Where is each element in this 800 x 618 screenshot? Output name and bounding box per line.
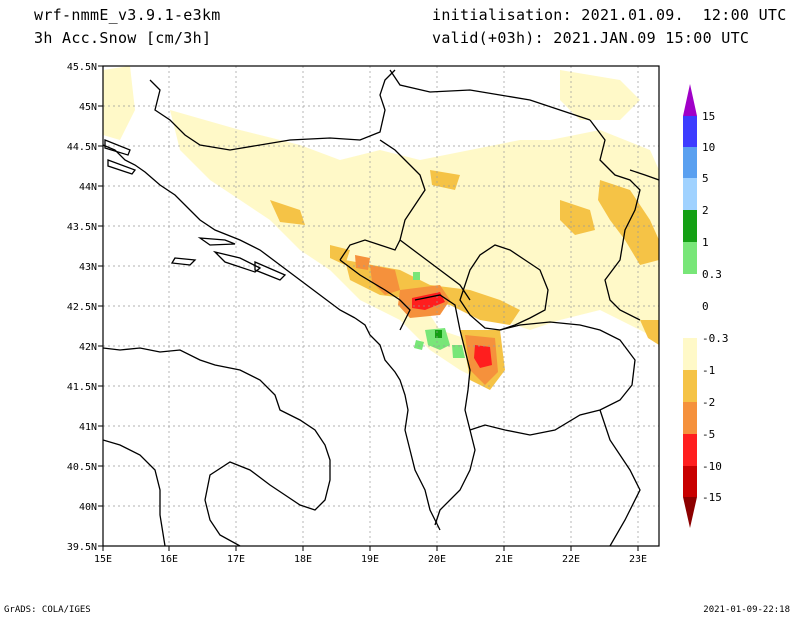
lat-label: 44N [79, 182, 97, 193]
lon-label: 22E [562, 554, 580, 565]
lat-label: 42N [79, 342, 97, 353]
color-legend [683, 84, 697, 528]
lat-label: 39.5N [67, 542, 97, 553]
credit-label: GrADS: COLA/IGES [4, 605, 91, 615]
legend-label: 0 [702, 300, 709, 313]
legend-swatch [683, 370, 697, 402]
lon-label: 18E [294, 554, 312, 565]
legend-label: 1 [702, 236, 709, 249]
valid-time: valid(+03h): 2021.JAN.09 15:00 UTC [432, 29, 750, 47]
field-name: 3h Acc.Snow [cm/3h] [34, 29, 212, 47]
legend-label: -0.3 [702, 332, 729, 345]
legend-label: 0.3 [702, 268, 722, 281]
legend-label: 2 [702, 204, 709, 217]
legend-swatch [683, 178, 697, 210]
lon-label: 23E [629, 554, 647, 565]
legend-cap-top [683, 84, 697, 116]
lat-label: 45N [79, 102, 97, 113]
legend-labels: 15 10 5 2 1 0.3 0 -0.3 -1 -2 -5 -10 -15 [702, 110, 729, 504]
lon-label: 21E [495, 554, 513, 565]
init-time: initialisation: 2021.01.09. 12:00 UTC [432, 6, 787, 24]
legend-swatch [683, 147, 697, 178]
lat-label: 43.5N [67, 222, 97, 233]
lat-label: 45.5N [67, 62, 97, 73]
lon-labels: 15E 16E 17E 18E 19E 20E 21E 22E 23E [94, 554, 647, 565]
legend-label: -5 [702, 428, 715, 441]
legend-label: -1 [702, 364, 715, 377]
legend-label: -10 [702, 460, 722, 473]
lat-labels: 45.5N 45N 44.5N 44N 43.5N 43N 42.5N 42N … [67, 62, 97, 553]
legend-swatch [683, 402, 697, 434]
lon-label: 15E [94, 554, 112, 565]
legend-swatch [683, 466, 697, 497]
lat-label: 44.5N [67, 142, 97, 153]
legend-swatch [683, 274, 697, 306]
legend-swatch [683, 434, 697, 466]
lat-label: 42.5N [67, 302, 97, 313]
axis-ticks [98, 65, 639, 551]
lat-label: 41N [79, 422, 97, 433]
legend-label: 15 [702, 110, 715, 123]
legend-label: -15 [702, 491, 722, 504]
lat-label: 40.5N [67, 462, 97, 473]
legend-label: -2 [702, 396, 715, 409]
lon-label: 16E [160, 554, 178, 565]
model-name: wrf-nmmE_v3.9.1-e3km [34, 6, 221, 24]
legend-label: 10 [702, 141, 715, 154]
legend-swatch [683, 306, 697, 338]
legend-swatch [683, 116, 697, 147]
lon-label: 17E [227, 554, 245, 565]
lat-label: 43N [79, 262, 97, 273]
legend-label: 5 [702, 172, 709, 185]
timestamp-label: 2021-01-09-22:18 [703, 605, 790, 615]
snow-shading [103, 66, 659, 390]
coastlines-borders [103, 69, 659, 546]
lat-label: 41.5N [67, 382, 97, 393]
lon-label: 19E [361, 554, 379, 565]
legend-cap-bottom [683, 497, 697, 528]
legend-swatch [683, 338, 697, 370]
legend-swatch [683, 210, 697, 242]
lon-label: 20E [428, 554, 446, 565]
legend-swatch [683, 242, 697, 274]
lat-label: 40N [79, 502, 97, 513]
graticule [103, 66, 659, 546]
